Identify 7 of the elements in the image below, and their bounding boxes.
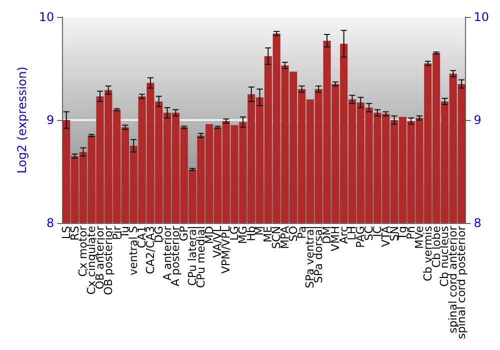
- y2-tick-label: 10: [474, 10, 490, 24]
- y2-tick-label: 8: [474, 216, 482, 230]
- y-axis-title: Log2 (expression): [15, 66, 29, 174]
- y-tick-label: 9: [46, 113, 54, 128]
- y-tick-label: 10: [38, 10, 54, 24]
- y-tick-label: 8: [46, 216, 54, 230]
- y2-tick-label: 9: [474, 113, 482, 128]
